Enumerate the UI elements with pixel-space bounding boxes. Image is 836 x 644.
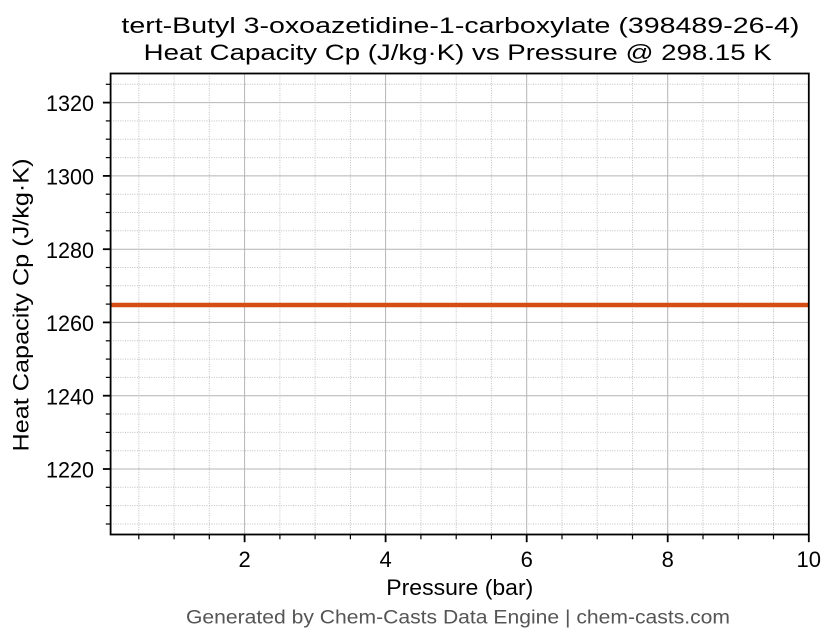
svg-text:1300: 1300	[46, 165, 94, 190]
svg-text:10: 10	[797, 547, 821, 572]
svg-text:8: 8	[662, 547, 674, 572]
svg-text:1320: 1320	[46, 91, 94, 116]
svg-text:1260: 1260	[46, 311, 94, 336]
svg-text:6: 6	[521, 547, 533, 572]
svg-text:Generated by Chem-Casts Data E: Generated by Chem-Casts Data Engine | ch…	[186, 608, 730, 629]
svg-text:4: 4	[379, 547, 391, 572]
svg-text:Heat Capacity Cp (J/kg·K) vs P: Heat Capacity Cp (J/kg·K) vs Pressure @ …	[144, 40, 772, 65]
svg-text:Heat Capacity Cp (J/kg·K): Heat Capacity Cp (J/kg·K)	[8, 159, 33, 452]
svg-text:2: 2	[238, 547, 250, 572]
svg-text:Pressure (bar): Pressure (bar)	[386, 575, 533, 600]
svg-text:1220: 1220	[46, 458, 94, 483]
svg-text:1240: 1240	[46, 384, 94, 409]
svg-text:1280: 1280	[46, 238, 94, 263]
svg-text:tert-Butyl 3-oxoazetidine-1-ca: tert-Butyl 3-oxoazetidine-1-carboxylate …	[121, 13, 799, 38]
